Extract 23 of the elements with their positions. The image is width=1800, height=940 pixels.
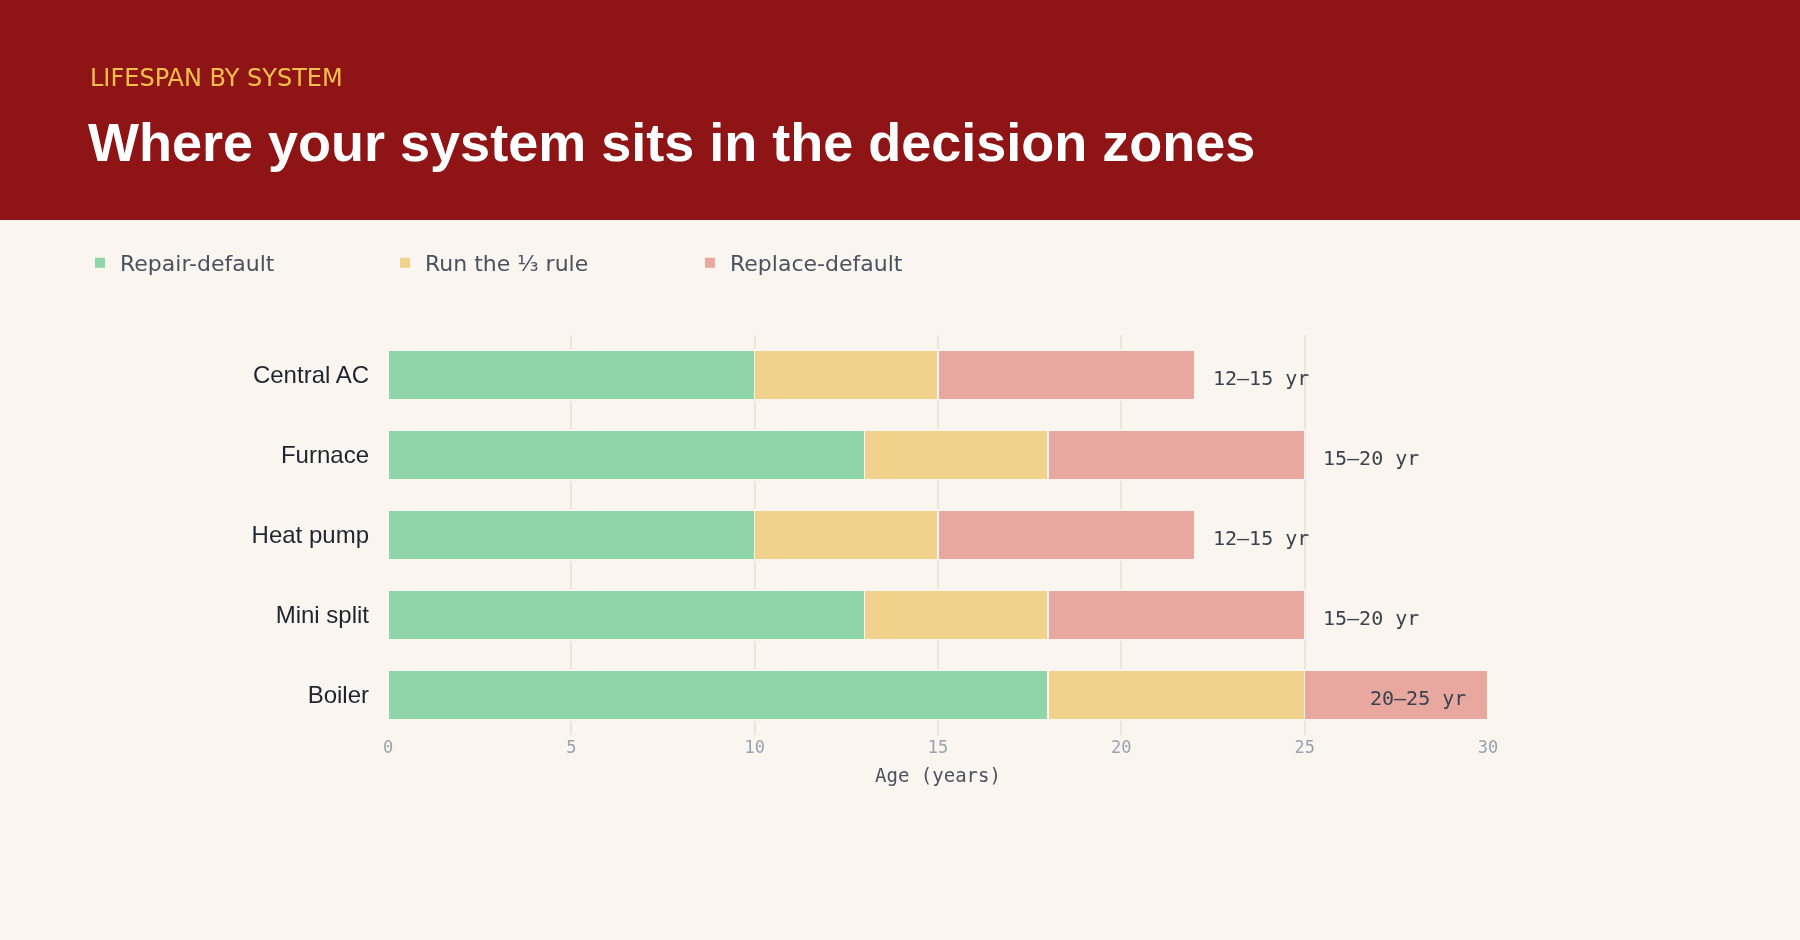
chart-title: Where your system sits in the decision zones (88, 112, 1256, 172)
annotation: 20–25 yr (1370, 686, 1467, 710)
x-tick-label: 0 (382, 737, 394, 757)
legend-label: Replace-default (730, 251, 903, 277)
legend-label: Run the ⅓ rule (425, 251, 589, 277)
chart-subtitle: LIFESPAN BY SYSTEM (90, 64, 343, 92)
x-tick-label: 20 (1111, 737, 1132, 757)
y-tick-label: Boiler (307, 681, 370, 709)
annotation: 12–15 yr (1213, 526, 1310, 550)
x-tick-label: 10 (744, 737, 765, 757)
x-tick-label: 30 (1477, 737, 1499, 757)
annotation: 15–20 yr (1323, 606, 1420, 630)
x-tick-label: 15 (927, 737, 949, 757)
y-tick-label: Mini split (275, 601, 370, 629)
x-tick-label: 25 (1294, 737, 1315, 757)
y-tick-label: Heat pump (251, 521, 369, 549)
annotation: 12–15 yr (1213, 366, 1310, 390)
x-axis-title: Age (years) (875, 763, 1001, 786)
y-tick-label: Central AC (252, 361, 369, 389)
legend-label: Repair-default (120, 251, 275, 277)
annotation: 15–20 yr (1323, 446, 1420, 470)
x-tick-label: 5 (566, 737, 577, 757)
y-tick-label: Furnace (280, 441, 369, 469)
